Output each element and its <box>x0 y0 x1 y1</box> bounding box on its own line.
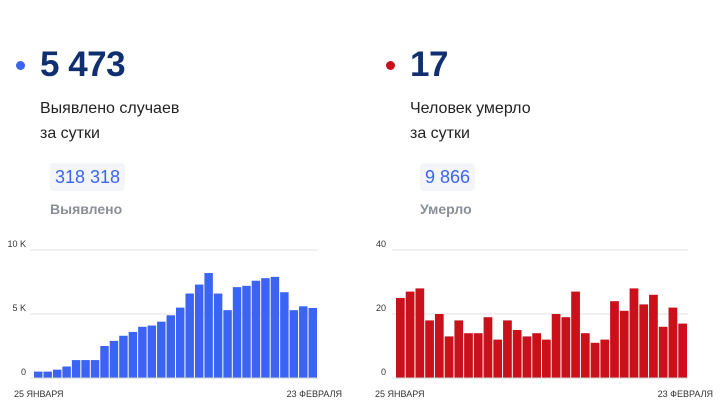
bar <box>610 301 619 378</box>
y-tick-label: 0 <box>381 367 386 377</box>
bar <box>503 320 512 378</box>
bar <box>166 315 175 378</box>
x-end-date-label: 23 ФЕВРАЛЯ <box>658 389 713 399</box>
bar <box>43 371 52 378</box>
bar <box>483 317 493 378</box>
cases-daily-value: 5 473 <box>40 45 126 84</box>
bar <box>242 285 251 378</box>
bar <box>658 326 668 378</box>
bar <box>649 294 658 378</box>
bar <box>434 314 444 378</box>
deaths-panel: 17 Человек умерло за сутки 9 866 Умерло … <box>360 0 720 416</box>
bar <box>464 333 473 378</box>
deaths-desc-line2: за сутки <box>410 125 470 142</box>
y-tick-label: 10 K <box>7 239 26 249</box>
bar <box>176 307 185 378</box>
bar <box>454 320 464 378</box>
bar <box>147 325 157 378</box>
x-start-date-label: 25 ЯНВАРЯ <box>14 389 64 399</box>
deaths-total-badge: 9 866 <box>420 163 476 191</box>
bar <box>415 288 425 378</box>
cases-total-badge: 318 318 <box>50 163 126 191</box>
y-tick-label: 0 <box>21 367 26 377</box>
bar <box>223 310 232 378</box>
y-tick-label: 5 K <box>12 303 26 313</box>
x-end-date-label: 23 ФЕВРАЛЯ <box>287 389 342 399</box>
bar <box>34 371 43 378</box>
bar <box>600 339 610 378</box>
bar <box>157 321 166 378</box>
bar <box>81 360 90 378</box>
bar <box>405 291 415 378</box>
bar <box>62 366 71 378</box>
cases-desc-line2: за сутки <box>40 125 100 142</box>
bar <box>138 326 147 378</box>
bar <box>522 336 532 378</box>
y-tick-label: 20 <box>376 303 386 313</box>
bar <box>619 310 629 378</box>
bar <box>493 339 503 378</box>
bar <box>425 320 434 378</box>
x-start-date-label: 25 ЯНВАРЯ <box>375 389 425 399</box>
bar <box>100 346 109 378</box>
bar <box>251 280 261 378</box>
deaths-description: Человек умерло за сутки <box>410 96 531 146</box>
bar <box>232 287 242 378</box>
bar <box>668 307 678 378</box>
bar <box>512 330 522 378</box>
bar <box>473 333 483 378</box>
cases-bar-chart: 0 5 K 10 K 25 ЯНВАРЯ 23 ФЕВРАЛЯ <box>7 239 342 399</box>
deaths-total-label: Умерло <box>420 201 472 217</box>
bar <box>580 333 590 378</box>
deaths-dot <box>386 61 395 70</box>
bar <box>128 331 138 378</box>
bar <box>308 307 317 378</box>
bar <box>261 278 270 378</box>
bar <box>213 293 223 378</box>
bar <box>629 288 639 378</box>
cases-panel: 5 473 Выявлено случаев за сутки 318 318 … <box>0 0 360 416</box>
bar <box>204 273 213 378</box>
deaths-bar-chart: 0 20 40 25 ЯНВАРЯ 23 ФЕВРАЛЯ <box>375 239 713 399</box>
deaths-desc-line1: Человек умерло <box>410 100 531 117</box>
bar <box>532 333 541 378</box>
bar <box>280 292 289 378</box>
bar <box>561 317 571 378</box>
y-tick-label: 40 <box>376 239 386 249</box>
deaths-daily-value: 17 <box>410 45 448 84</box>
cases-total-label: Выявлено <box>50 201 123 217</box>
bar <box>444 336 454 378</box>
bar <box>396 298 405 378</box>
bar <box>639 304 649 378</box>
bar <box>71 360 81 378</box>
bar <box>289 310 299 378</box>
bar <box>571 291 580 378</box>
bar <box>90 360 100 378</box>
bar <box>590 342 600 378</box>
bar <box>194 284 204 378</box>
cases-desc-line1: Выявлено случаев <box>40 100 180 117</box>
bar <box>542 339 551 378</box>
bar <box>299 306 308 378</box>
cases-description: Выявлено случаев за сутки <box>40 96 179 146</box>
bar <box>678 323 687 378</box>
bar <box>52 369 62 378</box>
bar <box>270 276 280 378</box>
bar <box>109 340 119 378</box>
bar <box>551 314 561 378</box>
bar <box>185 293 194 378</box>
bar <box>119 335 128 378</box>
cases-dot <box>16 61 25 70</box>
